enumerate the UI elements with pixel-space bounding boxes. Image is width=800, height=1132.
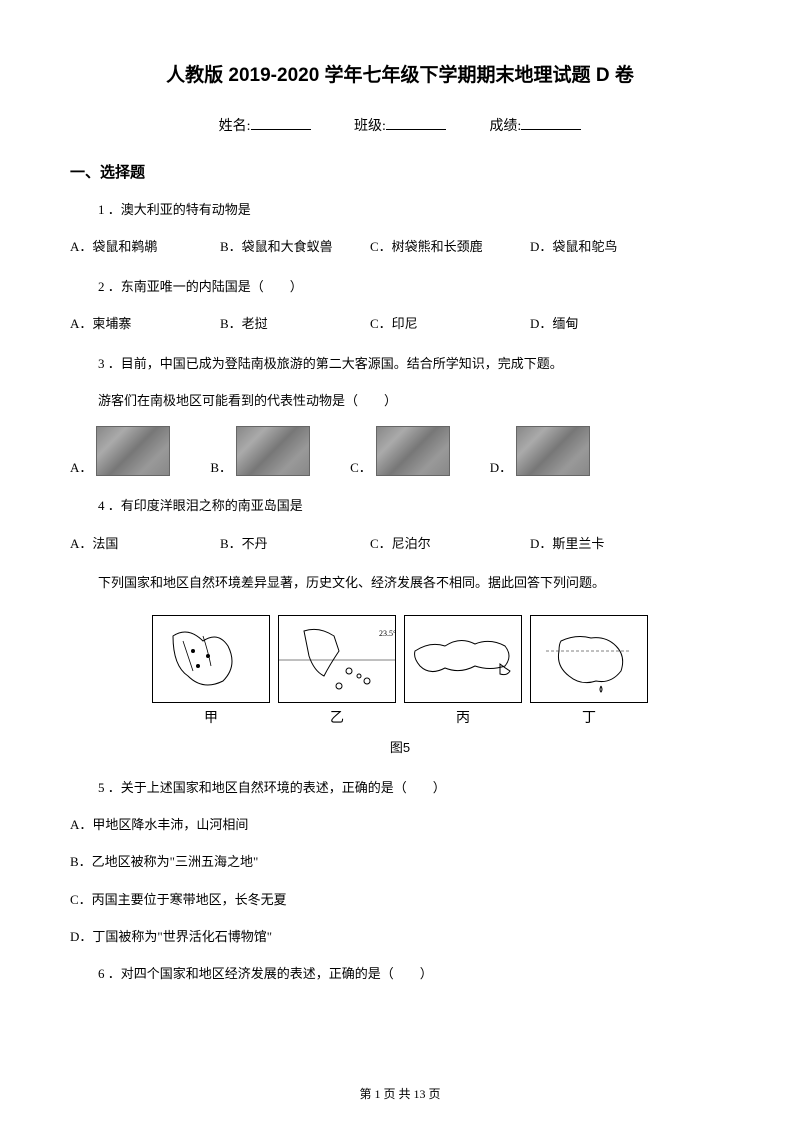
q2-opt-a: A．柬埔寨 [70, 312, 220, 335]
animal-image-d [516, 426, 590, 476]
q4-text: 4 ．有印度洋眼泪之称的南亚岛国是 [70, 494, 730, 517]
class-label: 班级: [354, 119, 386, 134]
map-c-label: 丙 [456, 707, 470, 727]
map-c-container: 丙 [404, 615, 522, 727]
q2-opt-d: D．缅甸 [530, 312, 680, 335]
q1-opt-a: A．袋鼠和鹈鹕 [70, 235, 220, 258]
map-d-container: 丁 [530, 615, 648, 727]
animal-image-a [96, 426, 170, 476]
q5-opt-a: A．甲地区降水丰沛，山河相间 [70, 813, 730, 836]
q3-opt-c: C． [350, 426, 450, 476]
score-label: 成绩: [489, 119, 521, 134]
map-d-label: 丁 [582, 707, 596, 727]
section-header: 一、选择题 [70, 161, 730, 182]
name-label: 姓名: [219, 119, 251, 134]
maps-intro: 下列国家和地区自然环境差异显著，历史文化、经济发展各不相同。据此回答下列问题。 [70, 571, 730, 594]
q1-text: 1 ．澳大利亚的特有动物是 [70, 198, 730, 221]
map-a-container: 甲 [152, 615, 270, 727]
q3-opt-d: D． [490, 426, 590, 476]
q2-options: A．柬埔寨 B．老挝 C．印尼 D．缅甸 [70, 312, 730, 335]
q1-opt-d: D．袋鼠和鸵鸟 [530, 235, 680, 258]
q1-options: A．袋鼠和鹈鹕 B．袋鼠和大食蚁兽 C．树袋熊和长颈鹿 D．袋鼠和鸵鸟 [70, 235, 730, 258]
map-a [152, 615, 270, 703]
maps-row: 甲 23.5° 乙 丙 [70, 615, 730, 727]
animal-image-b [236, 426, 310, 476]
q6-text: 6 ．对四个国家和地区经济发展的表述，正确的是（ ） [70, 962, 730, 985]
page-title: 人教版 2019-2020 学年七年级下学期期末地理试题 D 卷 [70, 60, 730, 87]
q3-intro: 3 ．目前，中国已成为登陆南极旅游的第二大客源国。结合所学知识，完成下题。 [70, 352, 730, 375]
q1-opt-c: C．树袋熊和长颈鹿 [370, 235, 530, 258]
map-d [530, 615, 648, 703]
q4-opt-a: A．法国 [70, 532, 220, 555]
q2-text: 2 ．东南亚唯一的内陆国是（ ） [70, 275, 730, 298]
q4-options: A．法国 B．不丹 C．尼泊尔 D．斯里兰卡 [70, 532, 730, 555]
q5-opt-d: D．丁国被称为"世界活化石博物馆" [70, 925, 730, 948]
map-caption: 图5 [70, 737, 730, 756]
score-blank[interactable] [521, 129, 581, 130]
map-b: 23.5° [278, 615, 396, 703]
q3-text: 游客们在南极地区可能看到的代表性动物是（ ） [70, 389, 730, 412]
q1-opt-b: B．袋鼠和大食蚁兽 [220, 235, 370, 258]
class-blank[interactable] [386, 129, 446, 130]
map-b-label: 乙 [330, 707, 344, 727]
map-b-container: 23.5° 乙 [278, 615, 396, 727]
page-footer: 第 1 页 共 13 页 [0, 1085, 800, 1102]
q4-opt-c: C．尼泊尔 [370, 532, 530, 555]
q5-opt-b: B．乙地区被称为"三洲五海之地" [70, 850, 730, 873]
q4-opt-b: B．不丹 [220, 532, 370, 555]
q3-opt-a: A． [70, 426, 170, 476]
q3-opt-b: B． [210, 426, 310, 476]
map-c [404, 615, 522, 703]
animal-image-c [376, 426, 450, 476]
q4-opt-d: D．斯里兰卡 [530, 532, 680, 555]
map-a-label: 甲 [204, 707, 218, 727]
q5-opt-c: C．丙国主要位于寒带地区，长冬无夏 [70, 888, 730, 911]
q2-opt-b: B．老挝 [220, 312, 370, 335]
svg-text:23.5°: 23.5° [379, 629, 396, 638]
name-blank[interactable] [251, 129, 311, 130]
student-info-row: 姓名: 班级: 成绩: [70, 115, 730, 135]
q3-image-options: A． B． C． D． [70, 426, 730, 476]
q2-opt-c: C．印尼 [370, 312, 530, 335]
q5-text: 5 ．关于上述国家和地区自然环境的表述，正确的是（ ） [70, 776, 730, 799]
